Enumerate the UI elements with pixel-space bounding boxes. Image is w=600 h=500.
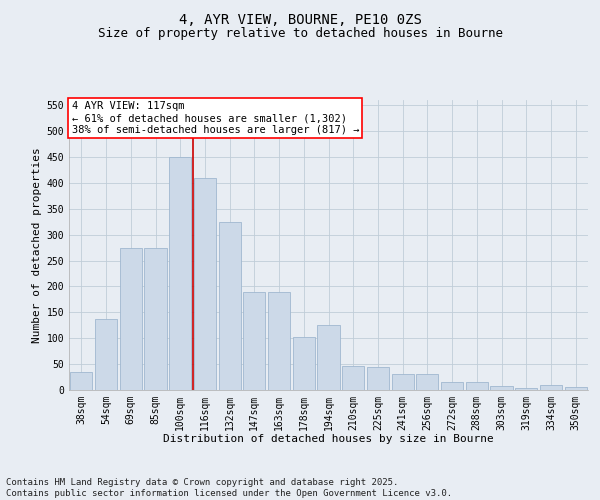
Bar: [342, 366, 364, 390]
Bar: [268, 292, 290, 390]
Bar: [243, 292, 265, 390]
Text: Contains HM Land Registry data © Crown copyright and database right 2025.
Contai: Contains HM Land Registry data © Crown c…: [6, 478, 452, 498]
Text: 4, AYR VIEW, BOURNE, PE10 0ZS: 4, AYR VIEW, BOURNE, PE10 0ZS: [179, 12, 421, 26]
Bar: [466, 382, 488, 390]
Bar: [95, 319, 117, 390]
Bar: [540, 386, 562, 390]
Bar: [441, 382, 463, 390]
Text: 4 AYR VIEW: 117sqm
← 61% of detached houses are smaller (1,302)
38% of semi-deta: 4 AYR VIEW: 117sqm ← 61% of detached hou…: [71, 102, 359, 134]
Bar: [145, 248, 167, 390]
Bar: [367, 366, 389, 390]
Bar: [490, 386, 512, 390]
Bar: [70, 372, 92, 390]
Bar: [515, 388, 538, 390]
Bar: [218, 222, 241, 390]
Bar: [317, 326, 340, 390]
Bar: [293, 336, 315, 390]
Text: Size of property relative to detached houses in Bourne: Size of property relative to detached ho…: [97, 28, 503, 40]
Y-axis label: Number of detached properties: Number of detached properties: [32, 147, 43, 343]
Bar: [565, 388, 587, 390]
Bar: [416, 374, 439, 390]
Bar: [392, 374, 414, 390]
Bar: [119, 248, 142, 390]
X-axis label: Distribution of detached houses by size in Bourne: Distribution of detached houses by size …: [163, 434, 494, 444]
Bar: [169, 157, 191, 390]
Bar: [194, 178, 216, 390]
